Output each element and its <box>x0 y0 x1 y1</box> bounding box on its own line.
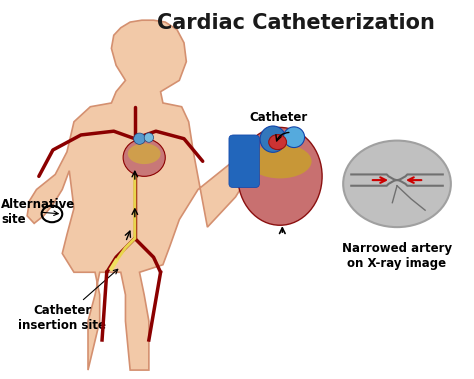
Ellipse shape <box>269 135 286 150</box>
Text: Alternative
site: Alternative site <box>1 198 76 226</box>
Ellipse shape <box>248 144 311 179</box>
Ellipse shape <box>134 133 146 144</box>
Ellipse shape <box>144 133 154 142</box>
Text: Catheter
insertion site: Catheter insertion site <box>18 269 118 332</box>
Text: Catheter: Catheter <box>249 111 308 131</box>
Text: Narrowed artery
on X-ray image: Narrowed artery on X-ray image <box>342 242 452 270</box>
FancyBboxPatch shape <box>229 135 259 188</box>
Ellipse shape <box>238 127 322 225</box>
Polygon shape <box>27 20 245 370</box>
Ellipse shape <box>283 127 305 147</box>
Ellipse shape <box>123 139 165 176</box>
Text: Cardiac Catheterization: Cardiac Catheterization <box>157 13 435 33</box>
Circle shape <box>343 141 451 227</box>
Ellipse shape <box>260 126 286 152</box>
Ellipse shape <box>128 143 161 164</box>
